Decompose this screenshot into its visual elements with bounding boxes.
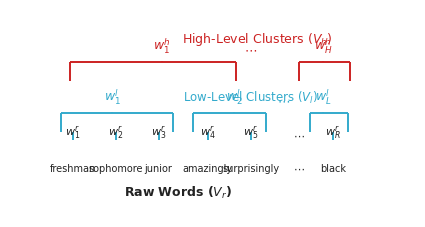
Text: black: black — [320, 163, 346, 173]
Text: $w_1^l$: $w_1^l$ — [104, 87, 121, 107]
Text: Raw Words ($V_r$): Raw Words ($V_r$) — [124, 184, 232, 200]
Text: High-Level Clusters ($V_h$): High-Level Clusters ($V_h$) — [182, 31, 332, 48]
Text: $w_1^r$: $w_1^r$ — [65, 124, 81, 140]
Text: junior: junior — [144, 163, 173, 173]
Text: Low-Level Clusters ($V_l$): Low-Level Clusters ($V_l$) — [183, 89, 318, 105]
Text: $w_1^h$: $w_1^h$ — [153, 37, 171, 56]
Text: $\cdots$: $\cdots$ — [244, 43, 257, 56]
Text: $w_3^r$: $w_3^r$ — [151, 124, 166, 140]
Text: $w_2^l$: $w_2^l$ — [226, 87, 243, 107]
Text: $\cdots$: $\cdots$ — [292, 130, 304, 140]
Text: sophomore: sophomore — [88, 163, 143, 173]
Text: amazingly: amazingly — [183, 163, 233, 173]
Text: $w_H^h$: $w_H^h$ — [314, 37, 332, 56]
Text: surprisingly: surprisingly — [222, 163, 279, 173]
Text: $w_2^r$: $w_2^r$ — [108, 124, 123, 140]
Text: $w_L^l$: $w_L^l$ — [315, 87, 332, 107]
Text: freshman: freshman — [50, 163, 96, 173]
Text: $w_R^r$: $w_R^r$ — [325, 124, 341, 140]
Text: $\cdots$: $\cdots$ — [277, 94, 290, 107]
Text: $w_5^r$: $w_5^r$ — [243, 124, 258, 140]
Text: $w_4^r$: $w_4^r$ — [200, 124, 216, 140]
Text: $\cdots$: $\cdots$ — [292, 163, 304, 173]
